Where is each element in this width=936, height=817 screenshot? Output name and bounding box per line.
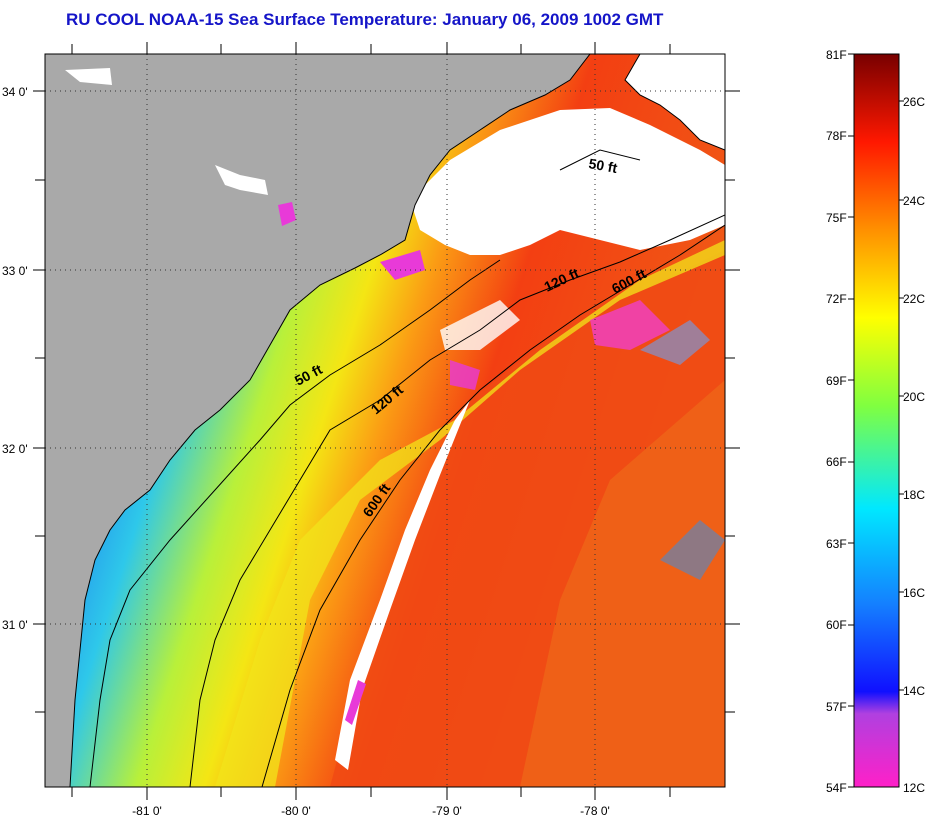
bay-cloud <box>410 108 725 255</box>
contour-label-50ft-north: 50 ft <box>587 155 618 176</box>
coastline <box>69 54 591 787</box>
map-title: RU COOL NOAA-15 Sea Surface Temperature:… <box>66 10 664 29</box>
lon-label-78: -78 0' <box>580 804 610 817</box>
lon-label-81: -81 0' <box>132 804 162 817</box>
cloud-patch-magenta-2 <box>450 360 480 390</box>
inland-lake-magenta <box>278 202 296 226</box>
shelf-warm-band <box>215 240 725 787</box>
inland-lake-2 <box>65 68 112 85</box>
axis-ticks <box>33 42 740 800</box>
isobath-50ft-north <box>559 149 641 171</box>
cool-patch-2 <box>660 520 725 580</box>
coastline-north <box>624 54 725 151</box>
cloud-streak <box>335 400 470 770</box>
lat-label-31: 31 0' <box>2 618 28 632</box>
cool-patch <box>640 320 710 365</box>
offshore-orange-region <box>520 380 725 787</box>
north-land-cloud <box>625 54 725 150</box>
lat-label-33: 33 0' <box>2 264 28 278</box>
cloud-patch <box>440 300 520 350</box>
harbor-magenta <box>380 250 425 280</box>
map-frame <box>44 53 726 788</box>
graticule <box>45 54 725 787</box>
inland-lake <box>215 165 268 195</box>
land-mass <box>45 54 590 787</box>
cloud-edge-magenta <box>345 680 366 725</box>
lat-label-32: 32 0' <box>2 442 28 456</box>
lon-label-79: -79 0' <box>432 804 462 817</box>
lat-label-34: 34 0' <box>2 85 28 99</box>
isobath-120ft <box>189 214 725 787</box>
cloud-patch-magenta <box>590 300 670 350</box>
lon-label-80: -80 0' <box>281 804 311 817</box>
isobath-50ft <box>89 259 501 787</box>
isobath-600ft <box>261 224 725 787</box>
